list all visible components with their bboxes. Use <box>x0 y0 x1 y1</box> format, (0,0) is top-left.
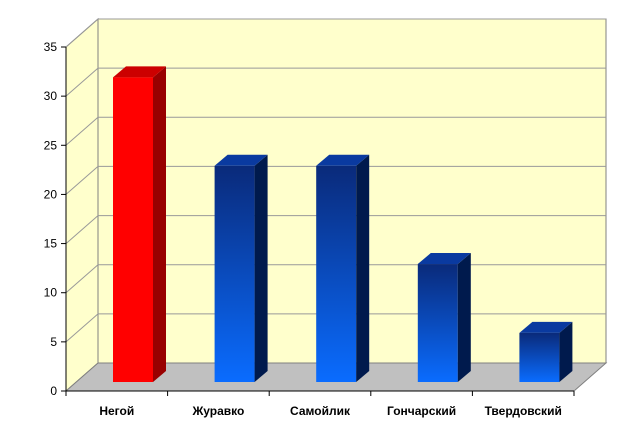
bar-front <box>519 332 560 382</box>
y-tick-label: 5 <box>50 335 57 349</box>
y-tick-label: 20 <box>44 187 58 201</box>
y-tick-labels: 0 5 10 15 20 25 30 35 <box>44 40 58 398</box>
x-category-label: Самойлик <box>290 404 351 418</box>
axes <box>61 46 575 396</box>
bar <box>214 154 268 382</box>
bar-side <box>153 66 166 383</box>
bar <box>316 154 370 382</box>
y-tick-label: 15 <box>44 237 58 251</box>
gridline <box>65 215 606 244</box>
bar-side <box>356 154 370 382</box>
bar <box>519 321 573 382</box>
bar-top <box>519 321 573 333</box>
x-category-labels: Негой Журавко Самойлик Гончарский Твердовски… <box>99 404 561 418</box>
bar-side <box>254 154 268 382</box>
y-tick-label: 10 <box>44 286 58 300</box>
gridline <box>65 165 606 195</box>
y-tick-label: 25 <box>44 138 58 152</box>
bar-top <box>113 66 166 78</box>
bar-front <box>214 165 255 382</box>
side-wall <box>65 17 99 393</box>
bar-top <box>214 154 268 166</box>
bar-front <box>113 77 153 383</box>
bar-top <box>417 253 471 265</box>
gridline <box>65 116 606 146</box>
x-category-label: Твердовский <box>485 404 562 418</box>
y-tick-label: 30 <box>44 89 58 103</box>
y-tick-label: 0 <box>50 384 57 398</box>
x-category-label: Гончарский <box>387 404 456 418</box>
bar <box>113 66 166 383</box>
bar <box>417 253 471 382</box>
bars <box>113 66 573 383</box>
x-category-label: Негой <box>99 404 134 418</box>
bar-top <box>316 154 370 166</box>
bar-front <box>316 165 357 382</box>
bar-side <box>559 321 573 382</box>
y-tick-label: 35 <box>44 40 58 54</box>
gridline <box>65 18 606 48</box>
gridline <box>65 67 606 97</box>
bar-side <box>457 253 471 382</box>
x-category-label: Журавко <box>191 404 244 418</box>
bar-front <box>417 264 458 382</box>
